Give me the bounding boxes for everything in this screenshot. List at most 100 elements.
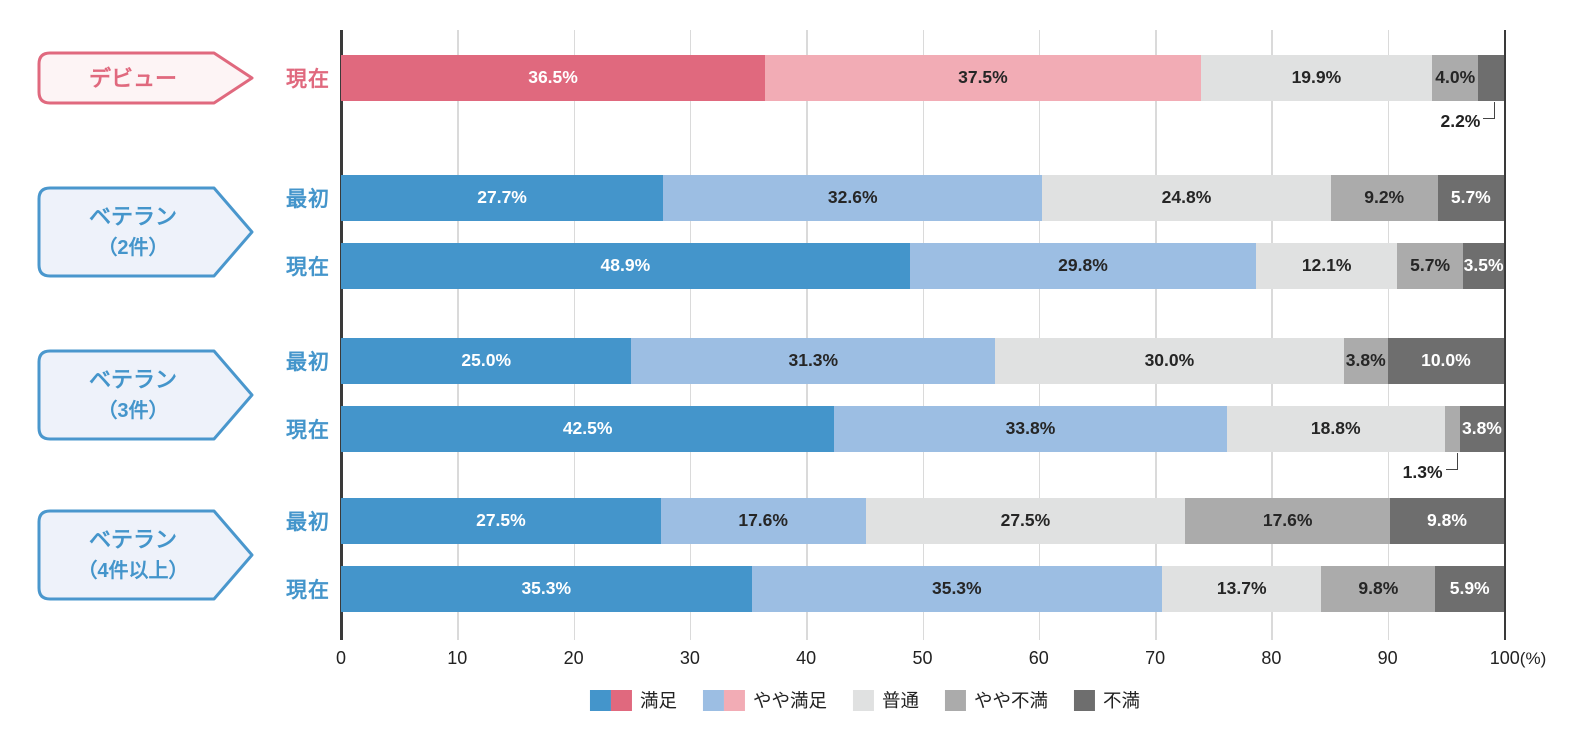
bar-segment-value: 9.8% [1358, 578, 1399, 599]
axis-tick-label: 70 [1145, 648, 1166, 668]
legend-swatch [589, 689, 611, 711]
bar-row: 35.3% 35.3% 13.7% 9.8% 5.9% [341, 566, 1504, 612]
bar-segment: 3.5% [1463, 243, 1504, 289]
legend-swatch [852, 689, 874, 711]
gridline [1271, 30, 1273, 640]
bar-segment-value: 30.0% [1144, 350, 1195, 371]
gridline [806, 30, 808, 640]
bar-segment-value: 37.5% [958, 67, 1008, 88]
bar-segment: 27.5% [865, 498, 1186, 544]
bar-segment: 29.8% [909, 243, 1257, 289]
legend-label: 不満 [1103, 690, 1141, 711]
bar-segment: 36.5% [341, 55, 766, 101]
bar-segment: 17.6% [660, 498, 866, 544]
bar-segment-value: 48.9% [600, 255, 651, 276]
gridline [1387, 30, 1390, 640]
axis-tick-label: 0 [335, 648, 347, 668]
bar-segment-value: 24.8% [1161, 187, 1212, 208]
bar-segment: 27.7% [341, 175, 664, 221]
legend: 満足 やや満足 普通 やや不満 不満 [589, 687, 1140, 713]
bar-row: 27.7% 32.6% 24.8% 9.2% 5.7% [341, 175, 1504, 221]
legend-label: 満足 [639, 690, 677, 711]
bar-segment-value: 42.5% [562, 418, 613, 439]
bar-segment: 9.8% [1321, 566, 1436, 612]
group-badge-sublabel: （3件） [97, 398, 168, 422]
legend-label: 普通 [881, 690, 920, 711]
bar-segment: 27.5% [341, 498, 661, 544]
bar-segment [1444, 406, 1460, 452]
bar-segment-value: 10.0% [1421, 350, 1471, 371]
bar-segment-value: 18.8% [1310, 418, 1361, 439]
y-axis-line [340, 30, 343, 640]
axis-unit-label: (%) [1519, 649, 1547, 668]
bar-segment: 10.0% [1387, 338, 1504, 384]
legend-swatches [852, 689, 874, 711]
bar-segment-value: 36.5% [528, 67, 578, 88]
leader-line-icon [1483, 102, 1496, 119]
axis-tick-label: 50 [912, 648, 933, 668]
bar-segment-value: 3.5% [1463, 255, 1504, 276]
bar-segment-value: 5.7% [1410, 255, 1451, 276]
bar-row: 48.9% 29.8% 12.1% 5.7% 3.5% [341, 243, 1504, 289]
legend-swatches [1074, 689, 1096, 711]
bar-segment: 17.6% [1185, 498, 1390, 544]
bar-segment-value: 3.8% [1461, 418, 1502, 439]
bar-segment-value: 35.3% [521, 578, 572, 599]
bar-segment: 19.9% [1200, 55, 1432, 101]
gridline [1155, 30, 1157, 640]
bar-segment-value: 13.7% [1216, 578, 1267, 599]
bar-segment: 31.3% [631, 338, 996, 384]
bar-segment: 33.8% [834, 406, 1227, 452]
bar-segment-value: 5.7% [1450, 187, 1491, 208]
row-label: 最初 [286, 188, 330, 211]
bar-segment-value: 32.6% [827, 187, 878, 208]
group-badge-label: ベテラン [89, 204, 177, 229]
bar-row: 25.0% 31.3% 30.0% 3.8% 10.0% [341, 338, 1504, 384]
bar-row: 27.5% 17.6% 27.5% 17.6% 9.8% [341, 498, 1504, 544]
callout-value: 2.2% [1440, 111, 1481, 131]
gridline [457, 30, 459, 640]
bar-segment: 13.7% [1162, 566, 1322, 612]
bar-segment: 24.8% [1042, 175, 1331, 221]
bar-segment-value: 9.2% [1364, 187, 1405, 208]
bar-segment-value: 25.0% [461, 350, 512, 371]
group-badge: ベテラン （4件以上） [37, 509, 254, 601]
bar-segment: 5.7% [1437, 175, 1504, 221]
legend-swatch [945, 689, 967, 711]
bar-segment-value: 9.8% [1427, 510, 1467, 531]
bar-segment: 9.2% [1330, 175, 1438, 221]
bar-segment: 3.8% [1459, 406, 1504, 452]
bar-row: 36.5% 37.5% 19.9% 4.0% [341, 55, 1504, 101]
gridline [1038, 30, 1041, 640]
bar-segment-value: 3.8% [1345, 350, 1386, 371]
bar-segment: 35.3% [751, 566, 1163, 612]
legend-swatch [610, 689, 632, 711]
bar-segment-value: 4.0% [1435, 67, 1476, 88]
gridline [922, 30, 924, 640]
legend-swatches [702, 689, 745, 711]
bar-segment: 42.5% [341, 406, 835, 452]
axis-tick-label: 60 [1028, 648, 1049, 668]
bar-segment-value: 17.6% [738, 510, 788, 531]
axis-tick-label: 40 [796, 648, 817, 668]
axis-tick-label: 20 [563, 648, 584, 668]
bar-segment: 25.0% [341, 338, 632, 384]
legend-swatch [723, 689, 745, 711]
bar-segment-value: 31.3% [788, 350, 839, 371]
callout-label: 2.2% [1335, 102, 1496, 131]
bar-segment [1478, 55, 1504, 101]
bar-segment-value: 35.3% [931, 578, 982, 599]
gridline [1504, 30, 1506, 640]
legend-item: やや不満 [945, 687, 1048, 713]
legend-item: 不満 [1074, 687, 1140, 713]
bar-segment: 5.9% [1435, 566, 1504, 612]
legend-item: 満足 [589, 687, 677, 713]
axis-tick-label: 30 [679, 648, 700, 668]
axis-tick-label: 90 [1377, 648, 1398, 668]
leader-line-icon [1445, 453, 1458, 470]
legend-swatch [1074, 689, 1096, 711]
row-label: 最初 [286, 351, 330, 374]
bar-segment: 4.0% [1431, 55, 1479, 101]
gridline [573, 30, 576, 640]
